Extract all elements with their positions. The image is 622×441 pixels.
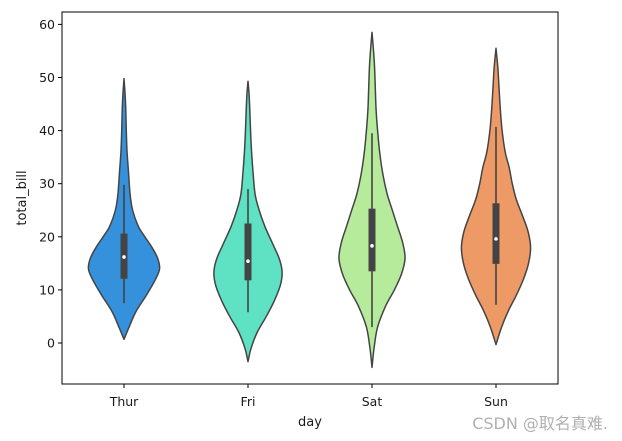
x-axis-label: day [298,415,322,430]
x-axis: Thur Fri Sat Sun [109,384,508,409]
x-tick-label: Fri [241,394,256,409]
x-tick-label: Thur [109,394,139,409]
violin-sat [338,31,406,369]
median-point [494,237,498,241]
median-point [246,259,250,264]
x-tick-label: Sat [362,394,383,409]
y-tick-label: 20 [39,229,55,244]
median-point [370,244,374,248]
x-tick-label: Sun [484,394,508,409]
violin-fri [213,80,283,363]
y-tick-label: 60 [39,17,55,32]
iqr-box [492,203,500,264]
plot-frame [61,11,559,385]
violin-sun [460,47,532,346]
watermark: CSDN @取名真难. [472,414,608,433]
iqr-box [244,223,252,281]
y-tick-label: 30 [39,176,55,191]
plot-area [87,31,532,369]
y-axis: 0 10 20 30 40 50 60 [39,17,62,351]
violin-thur [87,77,161,341]
median-point [122,255,126,259]
y-axis-label: total_bill [15,170,30,225]
y-tick-label: 50 [39,70,55,85]
y-tick-label: 10 [39,282,55,297]
y-tick-label: 40 [39,123,55,138]
y-tick-label: 0 [47,336,55,351]
iqr-box [368,208,376,272]
